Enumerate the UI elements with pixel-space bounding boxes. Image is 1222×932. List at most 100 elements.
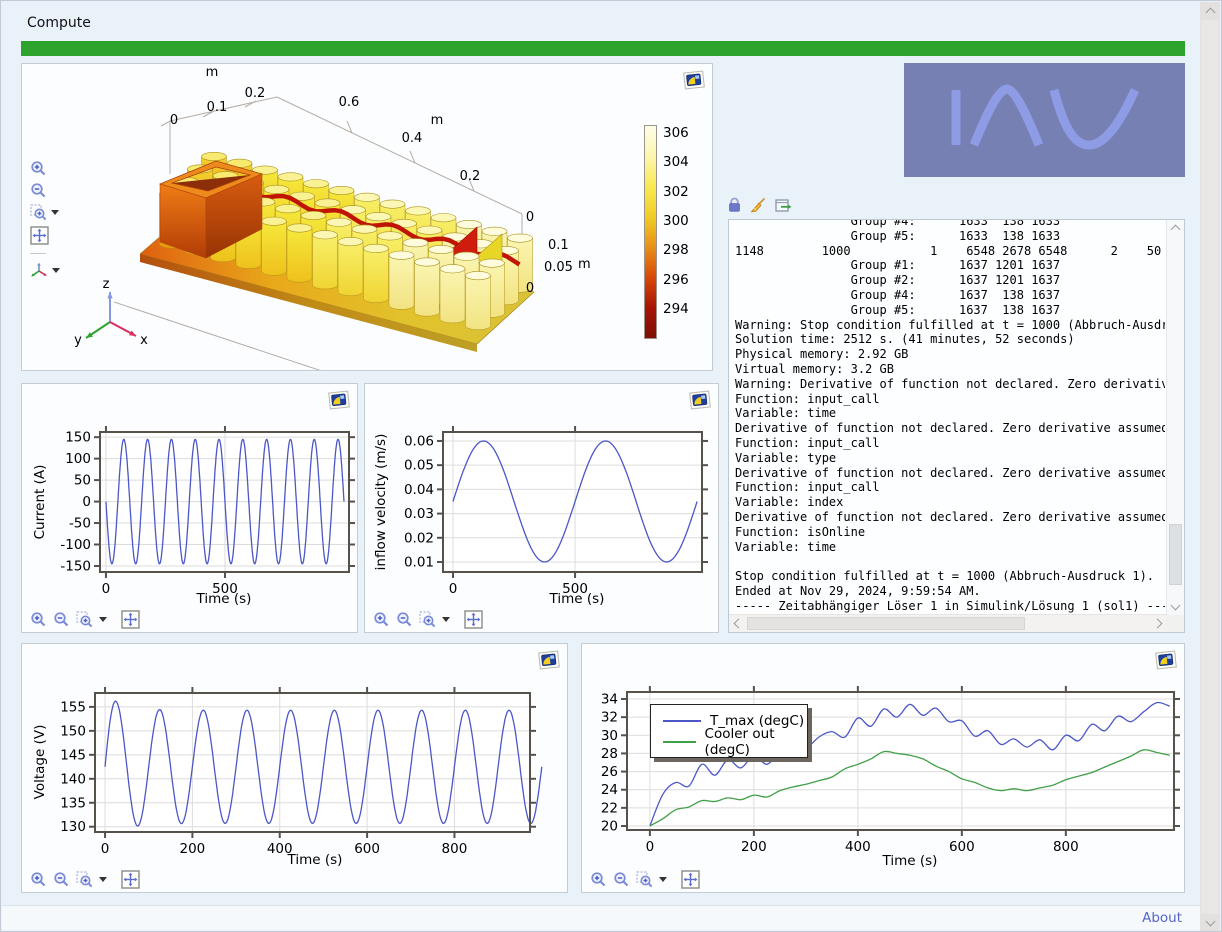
- legend-entry: T_max (degC): [663, 710, 807, 731]
- zoom-out-icon[interactable]: [30, 182, 47, 199]
- colorbar-tick: 304: [663, 154, 689, 171]
- inflow-velocity-plot-panel: 0 500 0.06 0.05 0.04 0.03 0.02 0.01 Time (s) infl…: [364, 383, 719, 633]
- zoom-in-icon[interactable]: [373, 611, 390, 628]
- zoom-in-icon[interactable]: [30, 611, 47, 628]
- svg-text:Time (s): Time (s): [196, 591, 252, 607]
- temperature-colorbar: [644, 125, 657, 339]
- zoom-extents-icon[interactable]: [30, 226, 49, 245]
- svg-text:-100: -100: [60, 537, 91, 553]
- svg-text:26: 26: [601, 764, 618, 780]
- triad-y-label: y: [74, 333, 82, 348]
- zoom-extents-icon[interactable]: [121, 869, 140, 889]
- svg-text:155: 155: [60, 699, 86, 715]
- axis-label: 0.1: [548, 238, 569, 253]
- progress-bar: [21, 41, 1185, 56]
- zoom-box-icon[interactable]: [76, 870, 93, 888]
- svg-text:0.02: 0.02: [404, 530, 434, 546]
- svg-text:Voltage (V): Voltage (V): [32, 725, 48, 800]
- colorbar-tick: 296: [663, 271, 689, 288]
- svg-text:150: 150: [65, 430, 91, 446]
- open-log-window-icon[interactable]: [775, 198, 792, 213]
- zoom-dropdown-caret[interactable]: [99, 876, 107, 882]
- open-plot-window-icon[interactable]: [682, 70, 706, 91]
- axis-label: 0.6: [339, 95, 360, 110]
- scroll-left-arrow[interactable]: [729, 615, 745, 631]
- plot-legend: T_max (degC) Cooler out (degC): [650, 704, 808, 758]
- zoom-box-icon[interactable]: [76, 610, 93, 628]
- svg-text:Time (s): Time (s): [882, 853, 938, 869]
- svg-text:600: 600: [354, 841, 380, 857]
- clear-log-icon[interactable]: [750, 197, 766, 213]
- zoom-box-icon[interactable]: [419, 610, 436, 628]
- voltage-plot-canvas[interactable]: 0 200 400 600 800 155 150 145 140 135 130 Time (s) V…: [22, 644, 567, 872]
- zoom-out-icon[interactable]: [53, 611, 70, 628]
- view-orientation-icon[interactable]: [30, 262, 48, 278]
- svg-text:100: 100: [65, 451, 91, 467]
- lock-scroll-icon[interactable]: [728, 197, 741, 213]
- window-scrollbar[interactable]: [1200, 2, 1220, 931]
- svg-text:0.06: 0.06: [404, 433, 434, 449]
- zoom-out-icon[interactable]: [53, 871, 70, 888]
- svg-text:Current (A): Current (A): [32, 465, 48, 540]
- svg-text:500: 500: [562, 581, 588, 597]
- logo-letter-v: [1049, 88, 1140, 150]
- open-plot-window-icon[interactable]: [327, 390, 351, 411]
- zoom-out-icon[interactable]: [396, 611, 413, 628]
- axis-unit-label: m: [578, 257, 591, 272]
- zoom-extents-icon[interactable]: [681, 869, 700, 889]
- inflow-plot-canvas[interactable]: 0 500 0.06 0.05 0.04 0.03 0.02 0.01 Time (s) infl…: [365, 384, 718, 612]
- log-hscroll-thumb[interactable]: [747, 617, 1025, 630]
- zoom-dropdown-caret[interactable]: [659, 876, 667, 882]
- log-vertical-scrollbar[interactable]: [1166, 220, 1184, 615]
- scroll-down-arrow[interactable]: [1202, 915, 1218, 931]
- zoom-out-icon[interactable]: [613, 871, 630, 888]
- scroll-down-arrow[interactable]: [1167, 599, 1183, 615]
- svg-text:150: 150: [60, 723, 86, 739]
- zoom-extents-icon[interactable]: [121, 609, 140, 629]
- zoom-dropdown-caret[interactable]: [51, 210, 59, 215]
- colorbar-tick: 294: [663, 300, 689, 317]
- svg-text:24: 24: [601, 782, 618, 798]
- svg-text:0.03: 0.03: [404, 506, 434, 522]
- temperature-plot-panel: 0 200 400 600 800 34 32 30 28 26 24 22 20 Time (s) T_…: [581, 643, 1185, 893]
- svg-text:-50: -50: [69, 516, 91, 532]
- compute-button[interactable]: Compute: [23, 13, 95, 33]
- solver-log-panel[interactable]: Group #4: 1633 138 1633 Group #5: 1633 1…: [728, 219, 1185, 633]
- axis-label: 0: [170, 113, 178, 128]
- about-link[interactable]: About: [1142, 910, 1182, 926]
- svg-text:0: 0: [449, 581, 458, 597]
- zoom-dropdown-caret[interactable]: [99, 616, 107, 622]
- zoom-dropdown-caret[interactable]: [442, 616, 450, 622]
- zoom-box-icon[interactable]: [30, 204, 47, 221]
- log-horizontal-scrollbar[interactable]: [729, 614, 1167, 632]
- svg-text:Time (s): Time (s): [287, 852, 343, 868]
- view-dropdown-caret[interactable]: [52, 267, 60, 273]
- scroll-right-arrow[interactable]: [1151, 615, 1167, 631]
- axis-label: 0: [526, 210, 534, 225]
- open-plot-window-icon[interactable]: [688, 390, 712, 411]
- open-plot-window-icon[interactable]: [537, 650, 561, 671]
- log-text[interactable]: Group #4: 1633 138 1633 Group #5: 1633 1…: [735, 219, 1165, 613]
- legend-label: T_max (degC): [710, 712, 805, 729]
- temperature-plot-canvas[interactable]: 0 200 400 600 800 34 32 30 28 26 24 22 20 Time (s): [582, 644, 1184, 872]
- log-vscroll-thumb[interactable]: [1169, 524, 1182, 586]
- model-3d-scene[interactable]: m 0.2 0.1 0 0.6 0.4 m 0.2 0 0.1 0.05 m 0…: [22, 64, 712, 382]
- plot-toolbar: [30, 609, 140, 629]
- zoom-extents-icon[interactable]: [464, 609, 483, 629]
- scroll-up-arrow[interactable]: [1202, 3, 1218, 19]
- scroll-up-arrow[interactable]: [1167, 220, 1183, 236]
- window-scroll-thumb[interactable]: [1201, 20, 1219, 914]
- axis-label: 0.05: [544, 260, 573, 275]
- open-plot-window-icon[interactable]: [1154, 650, 1178, 671]
- zoom-in-icon[interactable]: [590, 871, 607, 888]
- svg-text:500: 500: [212, 581, 238, 597]
- zoom-box-icon[interactable]: [636, 870, 653, 888]
- triad-x-label: x: [140, 333, 148, 348]
- triad-z-label: z: [103, 277, 110, 292]
- zoom-in-icon[interactable]: [30, 871, 47, 888]
- colorbar-tick-labels: 306 304 302 300 298 296 294: [663, 125, 703, 339]
- axis-label: 0: [526, 281, 534, 296]
- zoom-in-icon[interactable]: [30, 160, 47, 177]
- svg-text:30: 30: [601, 728, 618, 744]
